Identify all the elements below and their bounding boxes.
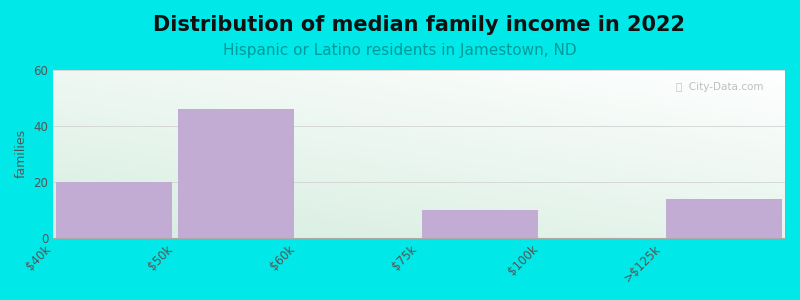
Bar xyxy=(178,109,294,238)
Text: ⓘ  City-Data.com: ⓘ City-Data.com xyxy=(675,82,763,92)
Bar xyxy=(56,182,172,238)
Bar xyxy=(422,210,538,238)
Bar xyxy=(666,199,782,238)
Title: Distribution of median family income in 2022: Distribution of median family income in … xyxy=(153,15,685,35)
Y-axis label: families: families xyxy=(15,129,28,178)
Text: Hispanic or Latino residents in Jamestown, ND: Hispanic or Latino residents in Jamestow… xyxy=(223,43,577,58)
